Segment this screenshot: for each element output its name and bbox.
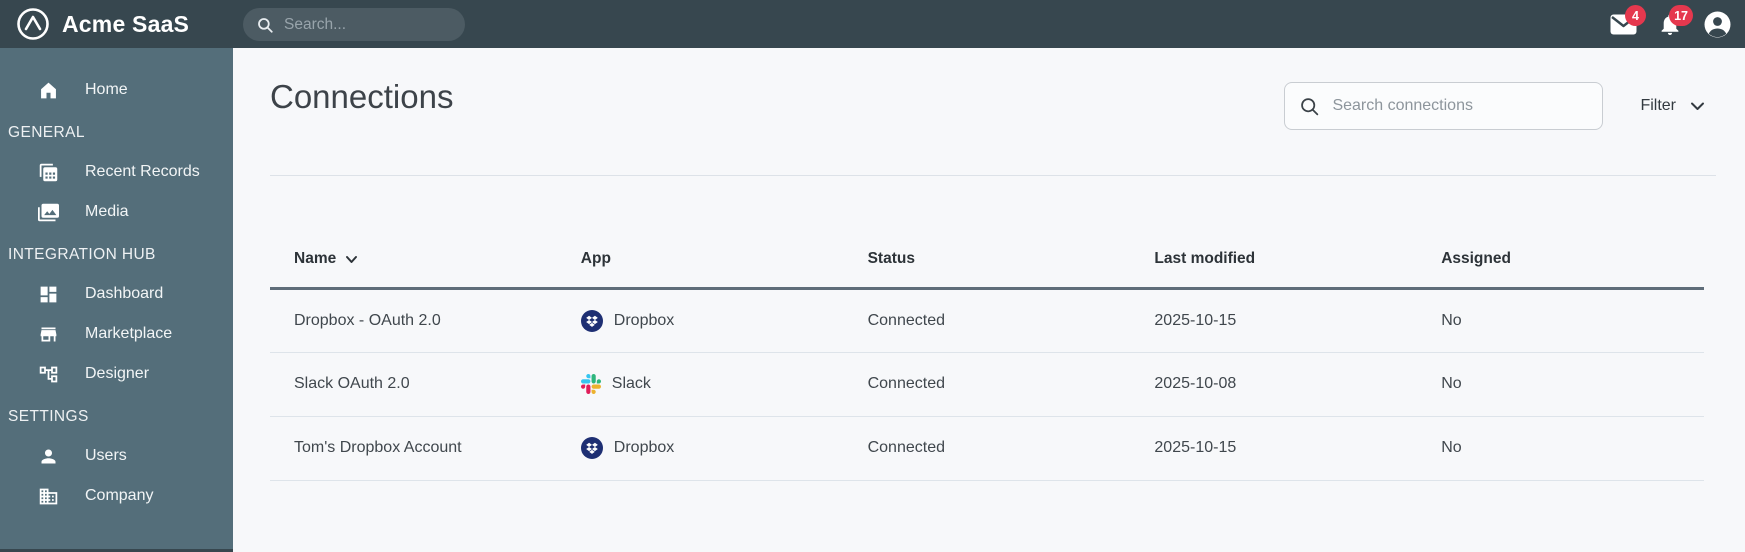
sidebar-section-integration-hub: INTEGRATION HUB bbox=[8, 246, 156, 263]
sort-chevron-down-icon bbox=[345, 255, 358, 264]
cell-name: Tom's Dropbox Account bbox=[270, 416, 557, 481]
topbar: Acme SaaS 4 17 bbox=[0, 0, 1745, 48]
cell-status: Connected bbox=[843, 416, 1131, 481]
cell-app: Slack bbox=[556, 352, 844, 417]
page-controls: Filter bbox=[1284, 82, 1705, 130]
column-header-app: App bbox=[556, 232, 844, 290]
slack-icon bbox=[580, 374, 601, 394]
notifications-button[interactable]: 17 bbox=[1656, 5, 1693, 38]
topbar-search[interactable] bbox=[243, 8, 465, 41]
table-row[interactable]: Tom's Dropbox Account Dropbox Connected … bbox=[270, 416, 1704, 481]
table-header-row: Name App Status Last modified Assigned bbox=[270, 232, 1704, 290]
sidebar-item-designer[interactable]: Designer bbox=[0, 354, 233, 394]
topbar-icons: 4 17 bbox=[1609, 0, 1731, 48]
dropbox-icon bbox=[580, 309, 603, 332]
avatar[interactable] bbox=[1703, 10, 1731, 38]
sidebar-item-label: Dashboard bbox=[85, 285, 164, 302]
cell-last-modified: 2025-10-15 bbox=[1130, 416, 1418, 481]
cell-last-modified: 2025-10-15 bbox=[1130, 288, 1418, 353]
sidebar-item-recent-records[interactable]: Recent Records bbox=[0, 152, 233, 192]
cell-assigned: No bbox=[1417, 416, 1704, 481]
search-icon bbox=[1299, 96, 1320, 117]
flow-tree-icon bbox=[38, 364, 59, 385]
cell-app: Dropbox bbox=[556, 288, 844, 353]
cell-assigned: No bbox=[1417, 288, 1704, 353]
cell-status: Connected bbox=[843, 352, 1131, 417]
sidebar-section-general: GENERAL bbox=[8, 124, 85, 141]
brand-name: Acme SaaS bbox=[62, 10, 190, 37]
cell-name: Dropbox - OAuth 2.0 bbox=[270, 288, 557, 353]
records-icon bbox=[38, 162, 59, 183]
sidebar-item-label: Recent Records bbox=[85, 163, 200, 180]
topbar-search-input[interactable] bbox=[284, 15, 444, 34]
cell-assigned: No bbox=[1417, 352, 1704, 417]
notifications-badge: 17 bbox=[1669, 5, 1693, 26]
sidebar-item-label: Users bbox=[85, 447, 127, 464]
chevron-down-icon bbox=[1690, 101, 1705, 111]
sidebar-item-dashboard[interactable]: Dashboard bbox=[0, 274, 233, 314]
storefront-icon bbox=[38, 324, 59, 345]
table-row[interactable]: Slack OAuth 2.0 Slack bbox=[270, 352, 1704, 417]
sidebar-item-label: Marketplace bbox=[85, 325, 173, 342]
sidebar-item-label: Designer bbox=[85, 365, 150, 382]
column-header-assigned: Assigned bbox=[1417, 232, 1704, 290]
user-avatar-icon bbox=[1704, 11, 1731, 38]
sidebar-item-company[interactable]: Company bbox=[0, 476, 233, 516]
cell-status: Connected bbox=[843, 288, 1131, 353]
sidebar-item-label: Company bbox=[85, 487, 154, 504]
sidebar-item-label: Media bbox=[85, 203, 129, 220]
home-icon bbox=[38, 80, 59, 101]
mail-badge: 4 bbox=[1625, 5, 1646, 26]
sidebar-section-settings: SETTINGS bbox=[8, 408, 89, 425]
sidebar-item-marketplace[interactable]: Marketplace bbox=[0, 314, 233, 354]
building-icon bbox=[38, 486, 59, 507]
cell-last-modified: 2025-10-08 bbox=[1130, 352, 1418, 417]
sidebar: Home GENERAL Recent Records Media INTEGR… bbox=[0, 48, 233, 552]
brand[interactable]: Acme SaaS bbox=[16, 7, 189, 41]
connections-search-input[interactable] bbox=[1332, 97, 1583, 115]
search-icon bbox=[256, 16, 274, 34]
column-header-last-modified: Last modified bbox=[1130, 232, 1418, 290]
dashboard-icon bbox=[38, 284, 59, 305]
connections-search[interactable] bbox=[1284, 82, 1604, 130]
table-row[interactable]: Dropbox - OAuth 2.0 Dropbox Connected 20… bbox=[270, 288, 1704, 353]
sidebar-item-home[interactable]: Home bbox=[0, 70, 233, 110]
mail-button[interactable]: 4 bbox=[1609, 5, 1646, 38]
column-header-name[interactable]: Name bbox=[270, 232, 557, 290]
page-title: Connections bbox=[270, 78, 454, 115]
connections-table: Name App Status Last modified Assigned D… bbox=[270, 232, 1704, 481]
sidebar-item-users[interactable]: Users bbox=[0, 436, 233, 476]
filter-dropdown[interactable]: Filter bbox=[1640, 97, 1705, 115]
sidebar-item-label: Home bbox=[85, 81, 128, 98]
media-icon bbox=[38, 202, 59, 223]
cell-app: Dropbox bbox=[556, 416, 844, 481]
logo-icon bbox=[16, 7, 50, 41]
title-divider bbox=[270, 175, 1716, 176]
sidebar-item-media[interactable]: Media bbox=[0, 192, 233, 232]
filter-label: Filter bbox=[1640, 97, 1676, 114]
main-content: Connections Filter bbox=[233, 48, 1745, 552]
person-icon bbox=[38, 446, 59, 467]
column-header-status: Status bbox=[843, 232, 1131, 290]
dropbox-icon bbox=[580, 437, 603, 459]
cell-name: Slack OAuth 2.0 bbox=[270, 352, 557, 417]
